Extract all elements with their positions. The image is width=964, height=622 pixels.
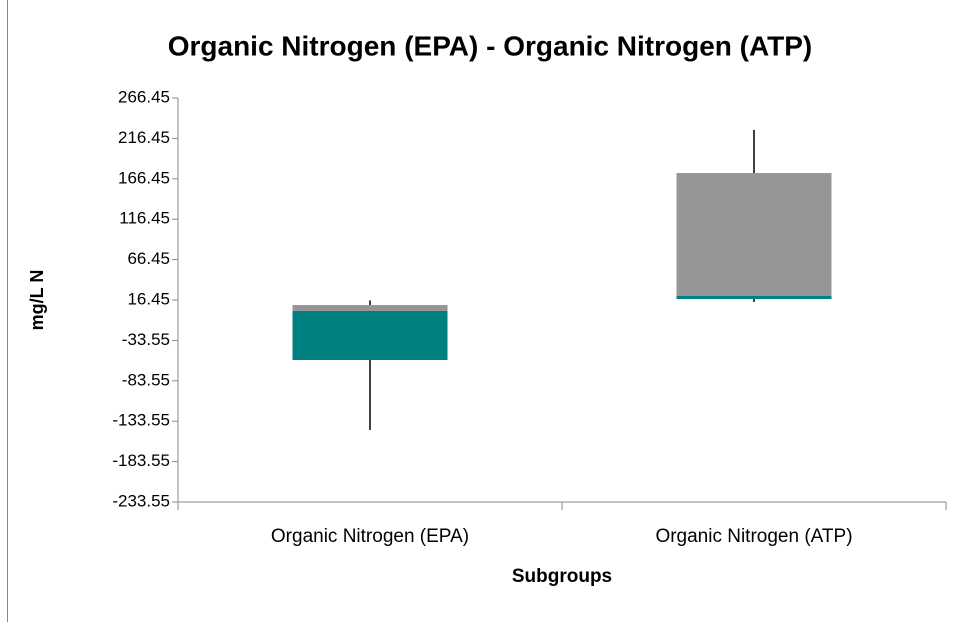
y-tick-label: 166.45: [118, 168, 170, 187]
x-tick-label: Organic Nitrogen (EPA): [271, 526, 469, 547]
chart-title: Organic Nitrogen (EPA) - Organic Nitroge…: [168, 30, 813, 61]
chart-border: [7, 0, 964, 622]
y-tick-label: -83.55: [122, 370, 170, 389]
x-tick-label: Organic Nitrogen (ATP): [655, 526, 852, 547]
y-tick-label: 216.45: [118, 128, 170, 147]
y-tick-label: 266.45: [118, 87, 170, 106]
y-tick-label: -183.55: [112, 451, 170, 470]
y-axis-label: mg/L N: [27, 270, 47, 331]
y-tick-label: -233.55: [112, 491, 170, 510]
y-tick-label: -133.55: [112, 411, 170, 430]
x-axis-label: Subgroups: [512, 566, 612, 587]
y-tick-label: 116.45: [119, 209, 170, 228]
box-lower: [292, 310, 448, 360]
box-upper: [292, 305, 448, 311]
y-tick-label: 16.45: [127, 289, 170, 308]
box-lower: [676, 296, 832, 299]
box-upper: [676, 173, 832, 297]
y-tick-label: -33.55: [122, 330, 170, 349]
y-tick-label: 66.45: [127, 249, 170, 268]
